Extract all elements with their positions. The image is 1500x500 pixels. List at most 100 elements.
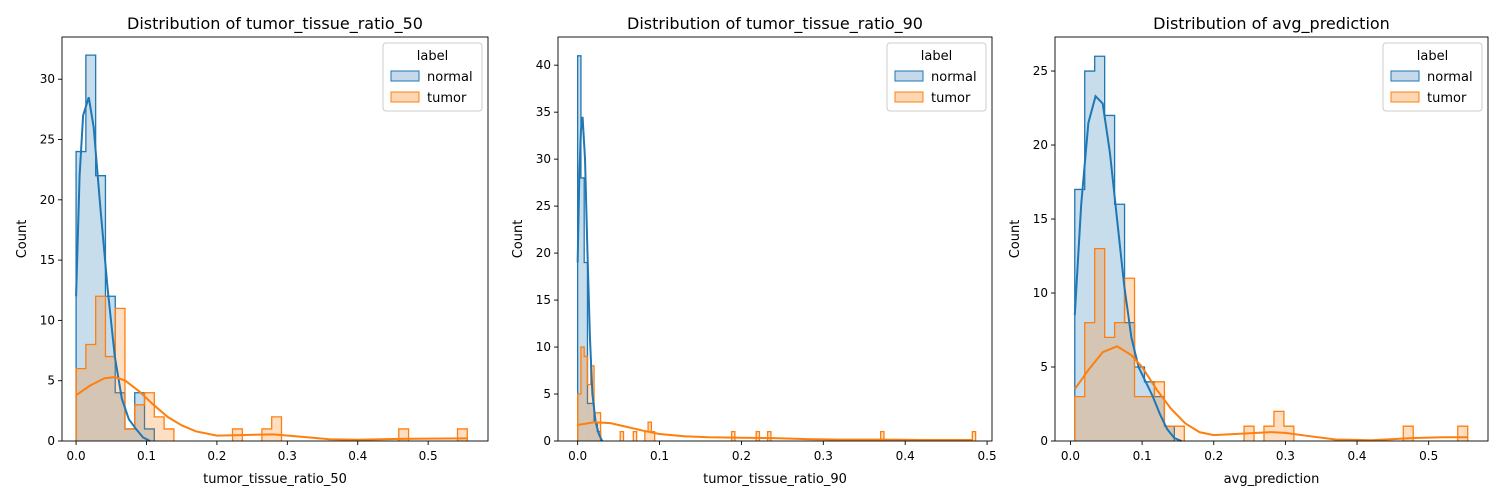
bar-normal-6 (134, 392, 145, 441)
bar-tumor-16 (972, 431, 976, 441)
bar-tumor-15 (1403, 426, 1414, 441)
x-tick-label: 0.4 (348, 449, 367, 463)
bar-tumor-3 (587, 384, 591, 441)
bar-tumor-4 (590, 365, 595, 441)
legend: label normal tumor (886, 42, 987, 112)
x-tick-label: 0.3 (814, 449, 833, 463)
bar-tumor-2 (95, 296, 106, 441)
y-tick-label: 20 (40, 193, 55, 207)
bar-tumor-13 (1273, 411, 1284, 441)
bar-normal-5 (124, 428, 135, 441)
x-tick-label: 0.1 (1133, 449, 1152, 463)
bar-tumor-0 (577, 394, 581, 441)
bar-normal-1 (85, 55, 96, 442)
bar-normal-8 (1154, 396, 1165, 441)
histogram-outline-normal (1074, 55, 1175, 441)
bar-tumor-9 (164, 428, 174, 441)
bar-normal-7 (1144, 381, 1155, 441)
x-tick-label: 0.0 (568, 449, 587, 463)
bar-tumor-6 (597, 412, 601, 441)
bar-tumor-9 (644, 431, 649, 441)
x-tick-label: 0.3 (278, 449, 297, 463)
y-tick-label: 15 (40, 253, 55, 267)
bar-normal-3 (105, 296, 116, 441)
y-tick-label: 5 (1040, 360, 1048, 374)
legend: label normal tumor (1382, 42, 1483, 112)
bar-tumor-5 (1124, 278, 1135, 441)
legend-title: label (921, 49, 952, 64)
y-tick-label: 5 (47, 374, 55, 388)
histogram-outline-tumor (1074, 247, 1469, 441)
bar-tumor-4 (1114, 322, 1125, 441)
bar-tumor-0 (1074, 396, 1085, 441)
y-tick-label: 5 (543, 387, 551, 401)
bar-tumor-6 (1134, 396, 1145, 441)
bar-normal-5 (594, 422, 598, 441)
chart-panel-3: 0.0 0.1 0.2 0.3 0.4 0.5 0 5 10 15 20 25 Distribution… (1008, 14, 1489, 487)
x-tick-label: 0.2 (732, 449, 751, 463)
x-tick-label: 0.1 (650, 449, 669, 463)
legend-swatch-tumor (390, 91, 420, 103)
bar-tumor-1 (1084, 322, 1095, 441)
legend-label-normal: normal (1427, 70, 1473, 85)
y-axis-label: Count (15, 220, 30, 259)
bar-tumor-14 (457, 428, 468, 441)
y-tick-label: 30 (40, 72, 55, 86)
kde-curve-normal (75, 97, 151, 442)
bar-tumor-5 (124, 428, 135, 441)
legend-title: label (417, 49, 448, 64)
x-tick-label: 0.4 (896, 449, 915, 463)
y-tick-label: 20 (1033, 138, 1048, 152)
bar-normal-1 (1084, 71, 1095, 442)
y-tick-label: 25 (1033, 64, 1048, 78)
bar-tumor-12 (271, 416, 282, 441)
bar-tumor-15 (880, 431, 884, 441)
bar-normal-3 (1104, 115, 1115, 441)
axes-frame (61, 36, 489, 442)
axes-frame (1054, 36, 1489, 442)
kde-curve-tumor (75, 376, 468, 441)
x-axis-label: avg_prediction (1224, 472, 1320, 487)
bar-tumor-3 (1104, 337, 1115, 441)
bar-normal-0 (76, 151, 86, 441)
axes-frame (557, 36, 993, 442)
y-tick-label: 0 (47, 434, 55, 448)
chart-title: Distribution of tumor_tissue_ratio_90 (627, 14, 923, 34)
y-tick-label: 35 (536, 105, 551, 119)
legend-swatch-normal (1390, 70, 1420, 82)
bar-normal-2 (95, 175, 106, 441)
y-tick-label: 0 (543, 434, 551, 448)
bar-tumor-13 (756, 431, 760, 441)
legend: label normal tumor (382, 42, 483, 112)
bar-tumor-2 (1094, 248, 1105, 441)
bar-tumor-12 (731, 431, 735, 441)
bar-tumor-4 (115, 308, 125, 441)
bar-tumor-7 (620, 431, 624, 441)
kde-curve-tumor (577, 421, 973, 442)
bar-tumor-10 (1174, 426, 1185, 441)
legend-label-tumor: tumor (1427, 91, 1467, 106)
y-axis-label: Count (511, 220, 526, 259)
bar-tumor-3 (105, 356, 116, 441)
bar-tumor-7 (1144, 396, 1155, 441)
bar-normal-5 (1124, 322, 1135, 441)
bar-normal-0 (577, 55, 581, 441)
bar-tumor-16 (1457, 426, 1468, 441)
bar-normal-4 (115, 392, 125, 441)
bar-tumor-11 (651, 431, 655, 441)
bar-normal-1 (580, 177, 585, 441)
bar-tumor-8 (154, 416, 165, 441)
x-tick-label: 0.5 (1419, 449, 1438, 463)
bar-tumor-9 (1164, 426, 1175, 441)
chart-panel-2: 0.0 0.1 0.2 0.3 0.4 0.5 0 5 10 15 20 25 30 35 40 Distri… (511, 14, 997, 487)
y-tick-label: 20 (536, 246, 551, 260)
bar-tumor-2 (584, 356, 588, 441)
x-tick-label: 0.2 (1204, 449, 1223, 463)
y-tick-label: 0 (1040, 434, 1048, 448)
chart-panel-1: 0.0 0.1 0.2 0.3 0.4 0.5 0 5 10 15 20 25 30 Distributi… (15, 14, 489, 487)
bar-tumor-0 (76, 368, 86, 441)
y-tick-label: 15 (536, 293, 551, 307)
chart-title: Distribution of tumor_tissue_ratio_50 (127, 14, 423, 34)
y-tick-label: 25 (536, 199, 551, 213)
histogram-tumor (577, 346, 977, 441)
